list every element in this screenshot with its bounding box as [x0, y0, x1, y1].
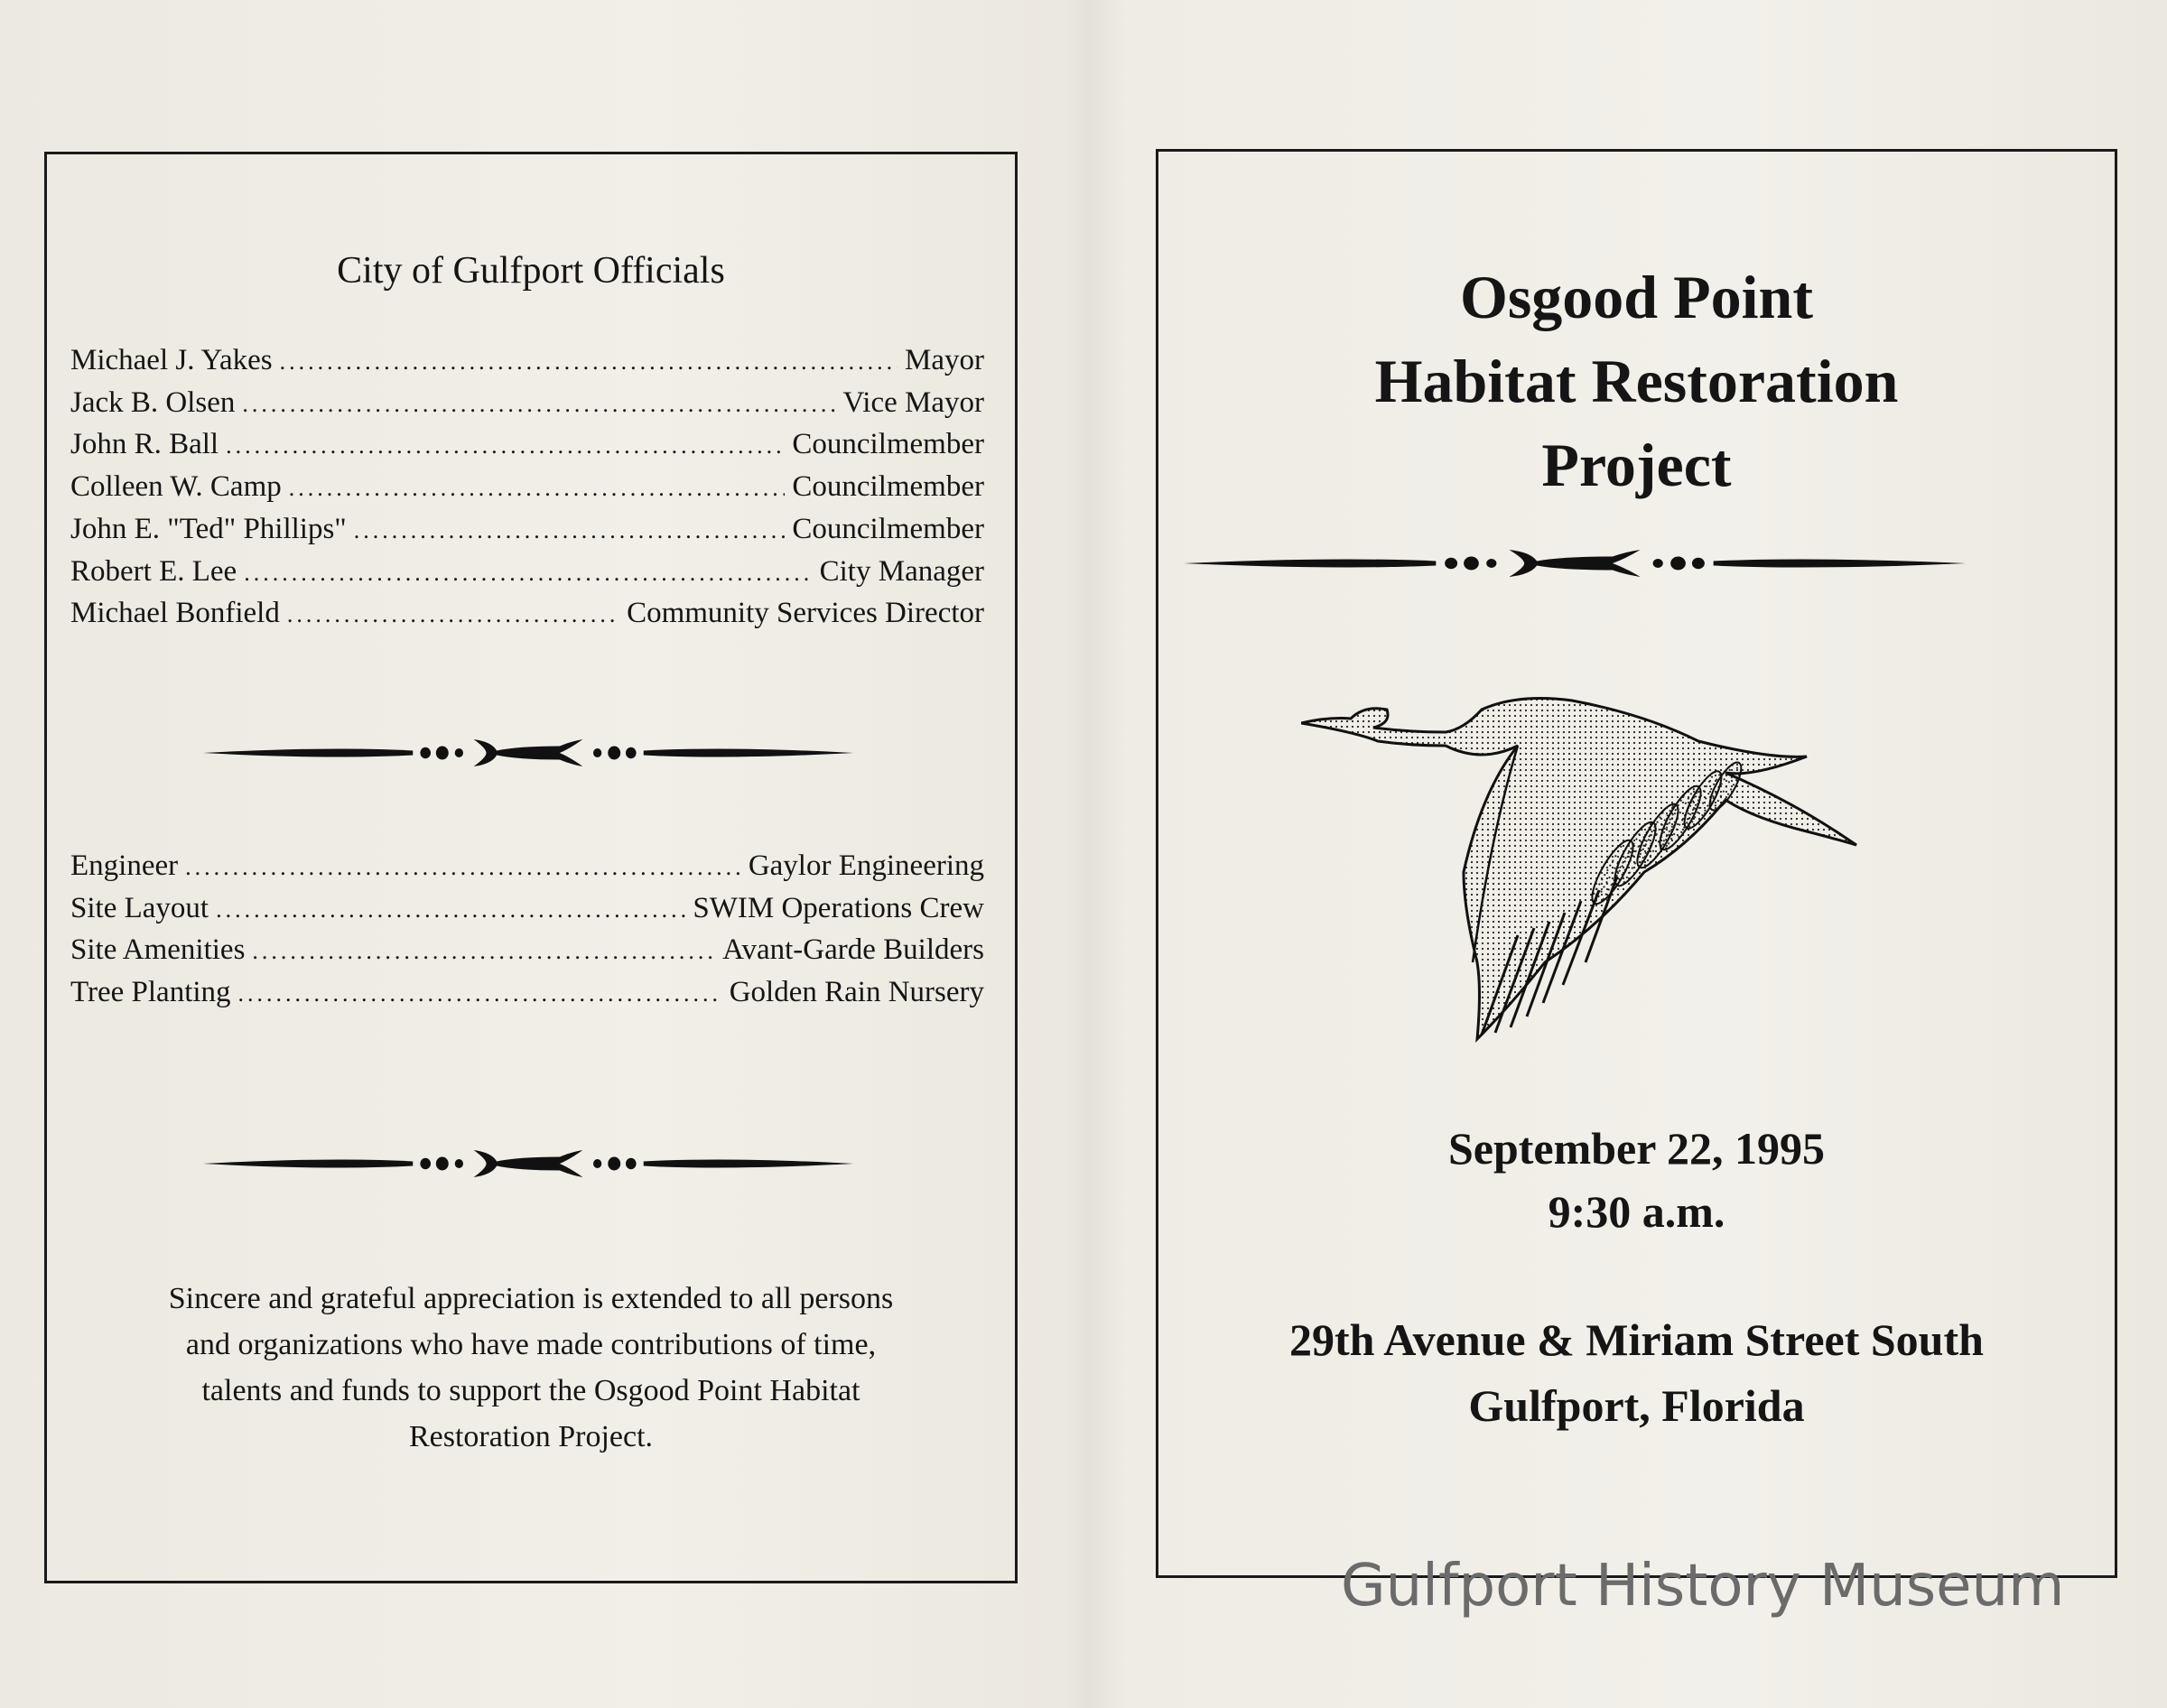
listing-role: Vice Mayor — [842, 385, 984, 419]
museum-watermark: Gulfport History Museum — [1341, 1553, 2065, 1620]
event-time: 9:30 a.m. — [1548, 1186, 1725, 1237]
listing-role: SWIM Operations Crew — [693, 891, 984, 924]
event-panel: Osgood Point Habitat Restoration Project… — [1156, 149, 2117, 1578]
leader-dots — [289, 475, 786, 502]
listing-role: Mayor — [905, 344, 984, 376]
listing-row: John R. Ball Councilmember — [70, 428, 984, 469]
listing-name: John E. "Ted" Phillips" — [70, 512, 347, 545]
listing-name: Michael J. Yakes — [70, 344, 273, 376]
listing-role: Avant-Garde Builders — [722, 933, 984, 967]
listing-name: Tree Planting — [70, 976, 231, 1009]
listing-name: Jack B. Olsen — [70, 385, 236, 419]
project-title: Osgood Point Habitat Restoration Project — [1158, 255, 2115, 507]
listing-row: Robert E. Lee City Manager — [70, 555, 984, 597]
listing-name: John R. Ball — [70, 428, 219, 461]
leader-dots — [226, 432, 785, 459]
title-line: Habitat Restoration — [1374, 347, 1899, 415]
listing-row: Site Amenities Avant-Garde Builders — [70, 933, 984, 975]
listing-name: Robert E. Lee — [70, 554, 237, 588]
listing-name: Engineer — [70, 849, 179, 882]
listing-row: Engineer Gaylor Engineering — [70, 849, 984, 891]
listing-row: Site Layout SWIM Operations Crew — [70, 892, 984, 933]
leader-dots — [185, 854, 741, 881]
listing-name: Site Layout — [70, 891, 209, 924]
listing-role: Councilmember — [792, 470, 984, 504]
leader-dots — [354, 517, 786, 544]
listing-row: Michael J. Yakes Mayor — [70, 344, 984, 385]
officials-panel: City of Gulfport Officials Michael J. Ya… — [44, 152, 1018, 1583]
listing-role: Golden Rain Nursery — [729, 976, 984, 1009]
leader-dots — [238, 980, 722, 1007]
listing-row: Colleen W. Camp Councilmember — [70, 470, 984, 512]
event-city: Gulfport, Florida — [1468, 1380, 1805, 1431]
officials-heading: City of Gulfport Officials — [337, 250, 725, 292]
appreciation-text: Sincere and grateful appreciation is ext… — [83, 1276, 979, 1460]
appreciation-line: talents and funds to support the Osgood … — [201, 1374, 860, 1407]
event-address: 29th Avenue & Miriam Street South — [1289, 1314, 1984, 1365]
leader-dots — [216, 896, 685, 924]
title-line: Project — [1541, 431, 1732, 499]
listing-name: Colleen W. Camp — [70, 470, 282, 504]
event-date: September 22, 1995 — [1447, 1123, 1826, 1174]
appreciation-line: Restoration Project. — [408, 1420, 654, 1453]
listing-role: Community Services Director — [627, 597, 984, 630]
title-line: Osgood Point — [1459, 263, 1814, 331]
listing-role: Gaylor Engineering — [748, 849, 984, 882]
leader-dots — [242, 391, 835, 418]
ornament-divider — [203, 1150, 853, 1177]
appreciation-line: Sincere and grateful appreciation is ext… — [168, 1282, 894, 1315]
ornament-divider — [1184, 550, 1966, 577]
leader-dots — [287, 601, 619, 628]
heron-illustration — [1301, 697, 1857, 1043]
leader-dots — [252, 938, 715, 965]
listing-row: Tree Planting Golden Rain Nursery — [70, 976, 984, 1017]
listing-role: City Manager — [819, 554, 984, 588]
leader-dots — [280, 348, 897, 376]
appreciation-line: and organizations who have made contribu… — [185, 1328, 877, 1361]
listing-role: Councilmember — [792, 512, 984, 545]
listing-name: Michael Bonfield — [70, 597, 280, 630]
listing-row: Michael Bonfield Community Services Direc… — [70, 597, 984, 638]
ornament-divider — [203, 739, 853, 766]
leader-dots — [244, 560, 812, 587]
listing-name: Site Amenities — [70, 933, 246, 967]
listing-row: Jack B. Olsen Vice Mayor — [70, 386, 984, 428]
listing-row: John E. "Ted" Phillips" Councilmember — [70, 513, 984, 554]
listing-role: Councilmember — [792, 428, 984, 461]
